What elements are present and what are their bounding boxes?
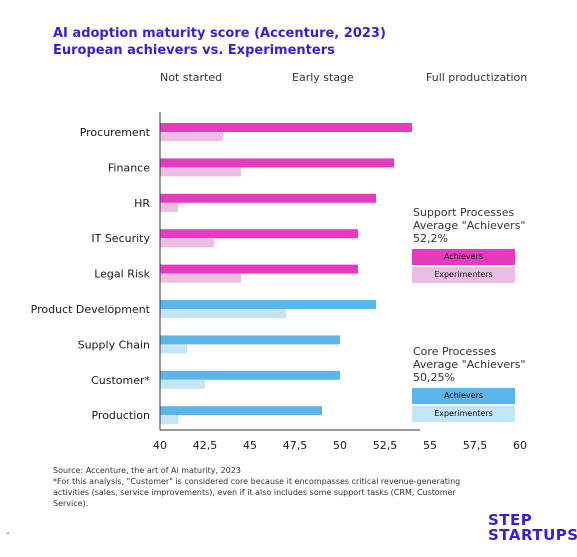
category-label: HR: [134, 197, 150, 210]
bar-experimenters: [160, 309, 286, 318]
legend-support-heading: Support Processes: [413, 206, 515, 219]
category-label: IT Security: [91, 232, 150, 245]
bar-experimenters: [160, 202, 178, 212]
bar-achievers: [160, 123, 412, 132]
legend-support-average: 52,2%: [413, 232, 448, 245]
bar-experimenters: [160, 238, 214, 248]
bar-achievers: [160, 158, 394, 168]
legend-support-achievers: Achievers: [412, 249, 515, 265]
legend-support-subheading: Average "Achievers": [413, 219, 526, 232]
legend-core-achievers: Achievers: [412, 388, 515, 404]
legend-core-heading: Core Processes: [413, 345, 497, 358]
category-label: Procurement: [80, 126, 151, 139]
bar-experimenters: [160, 132, 223, 141]
chart-title-line1: AI adoption maturity score (Accenture, 2…: [53, 26, 386, 41]
chart-title-line2: European achievers vs. Experimenters: [53, 43, 335, 58]
step-startups-logo: STEP STARTUPS: [488, 513, 577, 543]
logo-line2: STARTUPS: [488, 526, 577, 544]
bar-chart: Procurement Finance HR IT Security Legal Ris…: [31, 112, 527, 452]
stage-label-not-started: Not started: [160, 71, 223, 84]
stage-label-full-productization: Full productization: [426, 71, 528, 84]
x-tick-label: 52,5: [373, 439, 398, 452]
category-label: Finance: [108, 161, 150, 174]
legend-core-experimenters: Experimenters: [412, 406, 515, 422]
category-label: Supply Chain: [78, 338, 150, 351]
chart-title: AI adoption maturity score (Accenture, 2…: [53, 25, 386, 59]
legend-core-average: 50,25%: [413, 371, 455, 384]
x-tick-label: 42,5: [193, 439, 218, 452]
bar-achievers: [160, 406, 322, 416]
legend-core: Core Processes Average "Achievers" 50,25…: [413, 345, 526, 384]
bar-achievers: [160, 370, 340, 380]
x-tick-label: 47,5: [283, 439, 308, 452]
bar-experimenters: [160, 344, 187, 354]
bar-achievers: [160, 193, 376, 203]
bar-experimenters: [160, 379, 205, 389]
x-tick-label: 55: [423, 439, 437, 452]
bar-experimenters: [160, 273, 241, 283]
footer-mark: -: [6, 528, 10, 539]
category-label: Product Development: [31, 303, 151, 316]
category-label: Customer*: [91, 374, 150, 387]
x-tick-label: 40: [153, 439, 167, 452]
logo-line1: STEP: [488, 511, 533, 529]
x-tick-label: 60: [513, 439, 527, 452]
x-tick-label: 57,5: [463, 439, 488, 452]
x-tick-label: 45: [243, 439, 257, 452]
bar-achievers: [160, 264, 358, 274]
bar-experimenters: [160, 167, 241, 177]
bar-achievers: [160, 229, 358, 239]
source-note: Source: Accenture, the art of Ai maturit…: [53, 465, 483, 509]
bar-achievers: [160, 300, 376, 309]
category-label: Legal Risk: [94, 268, 150, 281]
footnote-line: *For this analysis, "Customer" is consid…: [53, 477, 461, 508]
legend-support-experimenters: Experimenters: [412, 267, 515, 283]
category-label: Production: [91, 409, 150, 422]
source-line: Source: Accenture, the art of Ai maturit…: [53, 466, 241, 475]
bar-experimenters: [160, 415, 178, 425]
x-tick-label: 50: [333, 439, 347, 452]
stage-label-early-stage: Early stage: [292, 71, 354, 84]
legend-support: Support Processes Average "Achievers" 52…: [413, 206, 526, 245]
legend-core-subheading: Average "Achievers": [413, 358, 526, 371]
bar-achievers: [160, 335, 340, 345]
